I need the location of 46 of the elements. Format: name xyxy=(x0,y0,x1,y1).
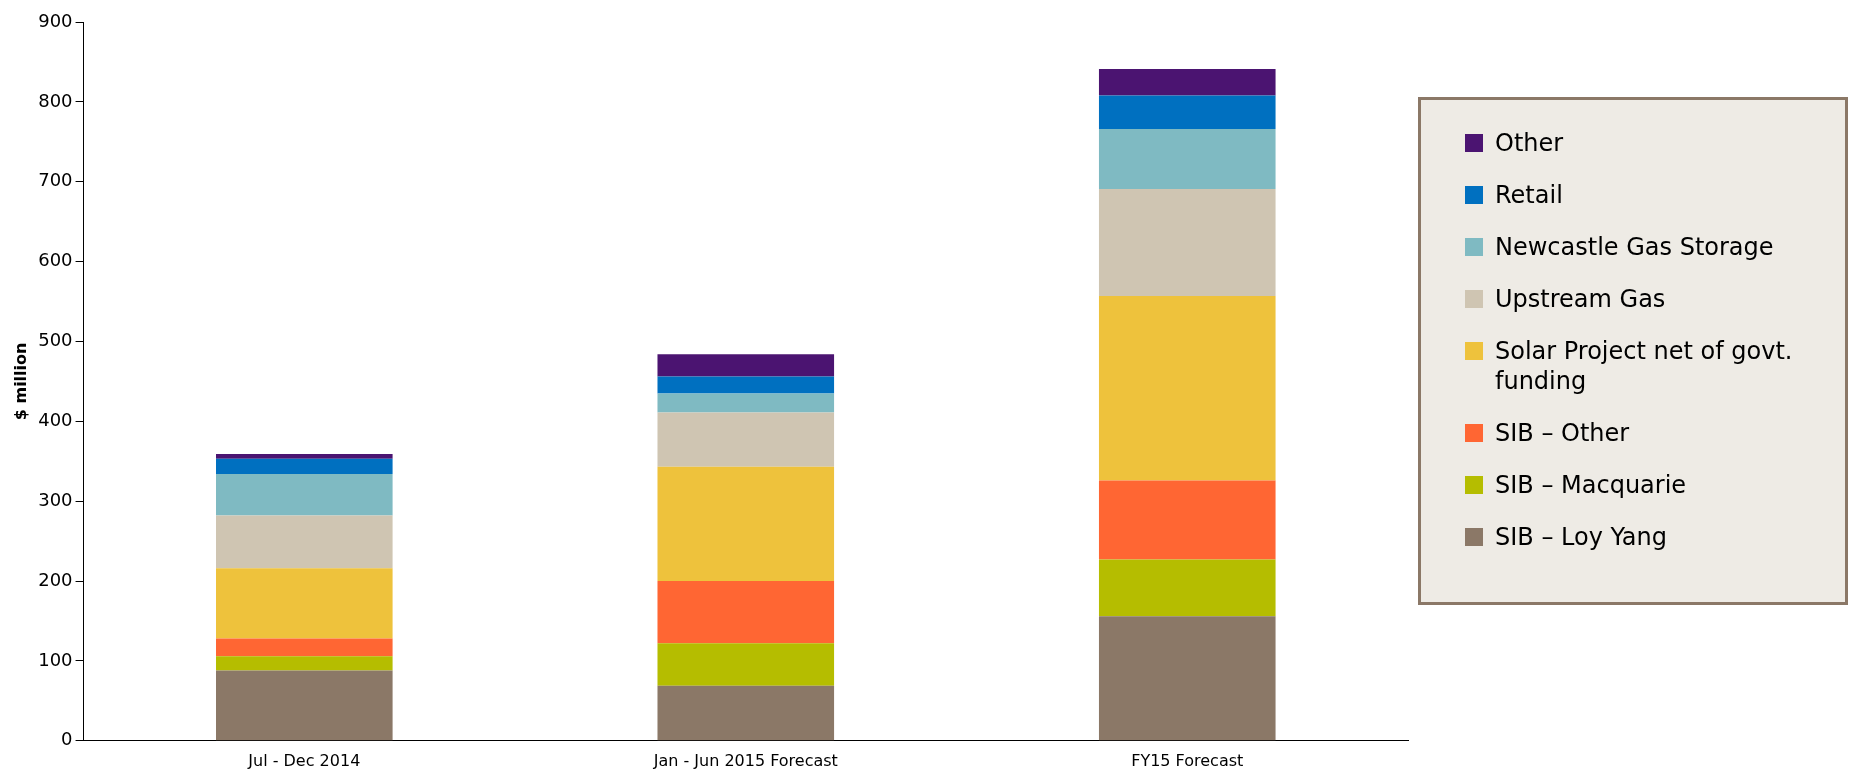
y-tick-label: 200 xyxy=(38,568,73,590)
bar xyxy=(657,685,835,741)
y-tick-label: 800 xyxy=(38,89,73,111)
x-tick-label: Jul - Dec 2014 xyxy=(247,750,361,770)
bar xyxy=(1098,69,1276,96)
bar xyxy=(657,393,835,413)
legend-label: Solar Project net of govt. funding xyxy=(1495,336,1794,396)
bar xyxy=(1098,95,1276,130)
bar xyxy=(1098,480,1276,560)
bar xyxy=(216,638,393,657)
bar xyxy=(216,670,393,741)
legend-label: SIB – Loy Yang xyxy=(1495,522,1668,552)
y-tick-label: 0 xyxy=(61,728,73,750)
bar xyxy=(1098,129,1276,189)
legend-label: Upstream Gas xyxy=(1495,284,1666,314)
legend-label: Retail xyxy=(1495,180,1563,210)
bar xyxy=(657,581,835,644)
bar xyxy=(657,412,835,467)
legend-label: SIB – Other xyxy=(1495,418,1630,448)
bar xyxy=(216,568,393,639)
y-tick-label: 700 xyxy=(38,169,73,191)
bar xyxy=(657,643,835,686)
bar xyxy=(1098,616,1276,741)
bar xyxy=(216,458,393,475)
legend-label: Newcastle Gas Storage xyxy=(1495,232,1774,262)
bar xyxy=(216,454,393,459)
bar xyxy=(657,466,835,582)
y-tick-label: 100 xyxy=(38,648,73,670)
bar xyxy=(1098,188,1276,296)
legend-label: SIB – Macquarie xyxy=(1495,470,1687,500)
y-tick-label: 300 xyxy=(38,488,73,510)
bar xyxy=(1098,295,1276,481)
y-axis-title: $ million xyxy=(10,342,30,421)
y-tick-label: 600 xyxy=(38,249,73,271)
bar xyxy=(216,474,393,516)
x-tick-label: FY15 Forecast xyxy=(1131,750,1244,770)
y-tick-label: 400 xyxy=(38,409,73,431)
legend-label: Other xyxy=(1495,128,1564,158)
y-tick-label: 900 xyxy=(38,9,73,31)
bar xyxy=(216,515,393,569)
bar xyxy=(657,354,835,377)
bar xyxy=(216,656,393,671)
bar xyxy=(1098,559,1276,617)
y-tick-label: 500 xyxy=(38,329,73,351)
bar xyxy=(657,376,835,394)
x-tick-label: Jan - Jun 2015 Forecast xyxy=(652,750,838,770)
